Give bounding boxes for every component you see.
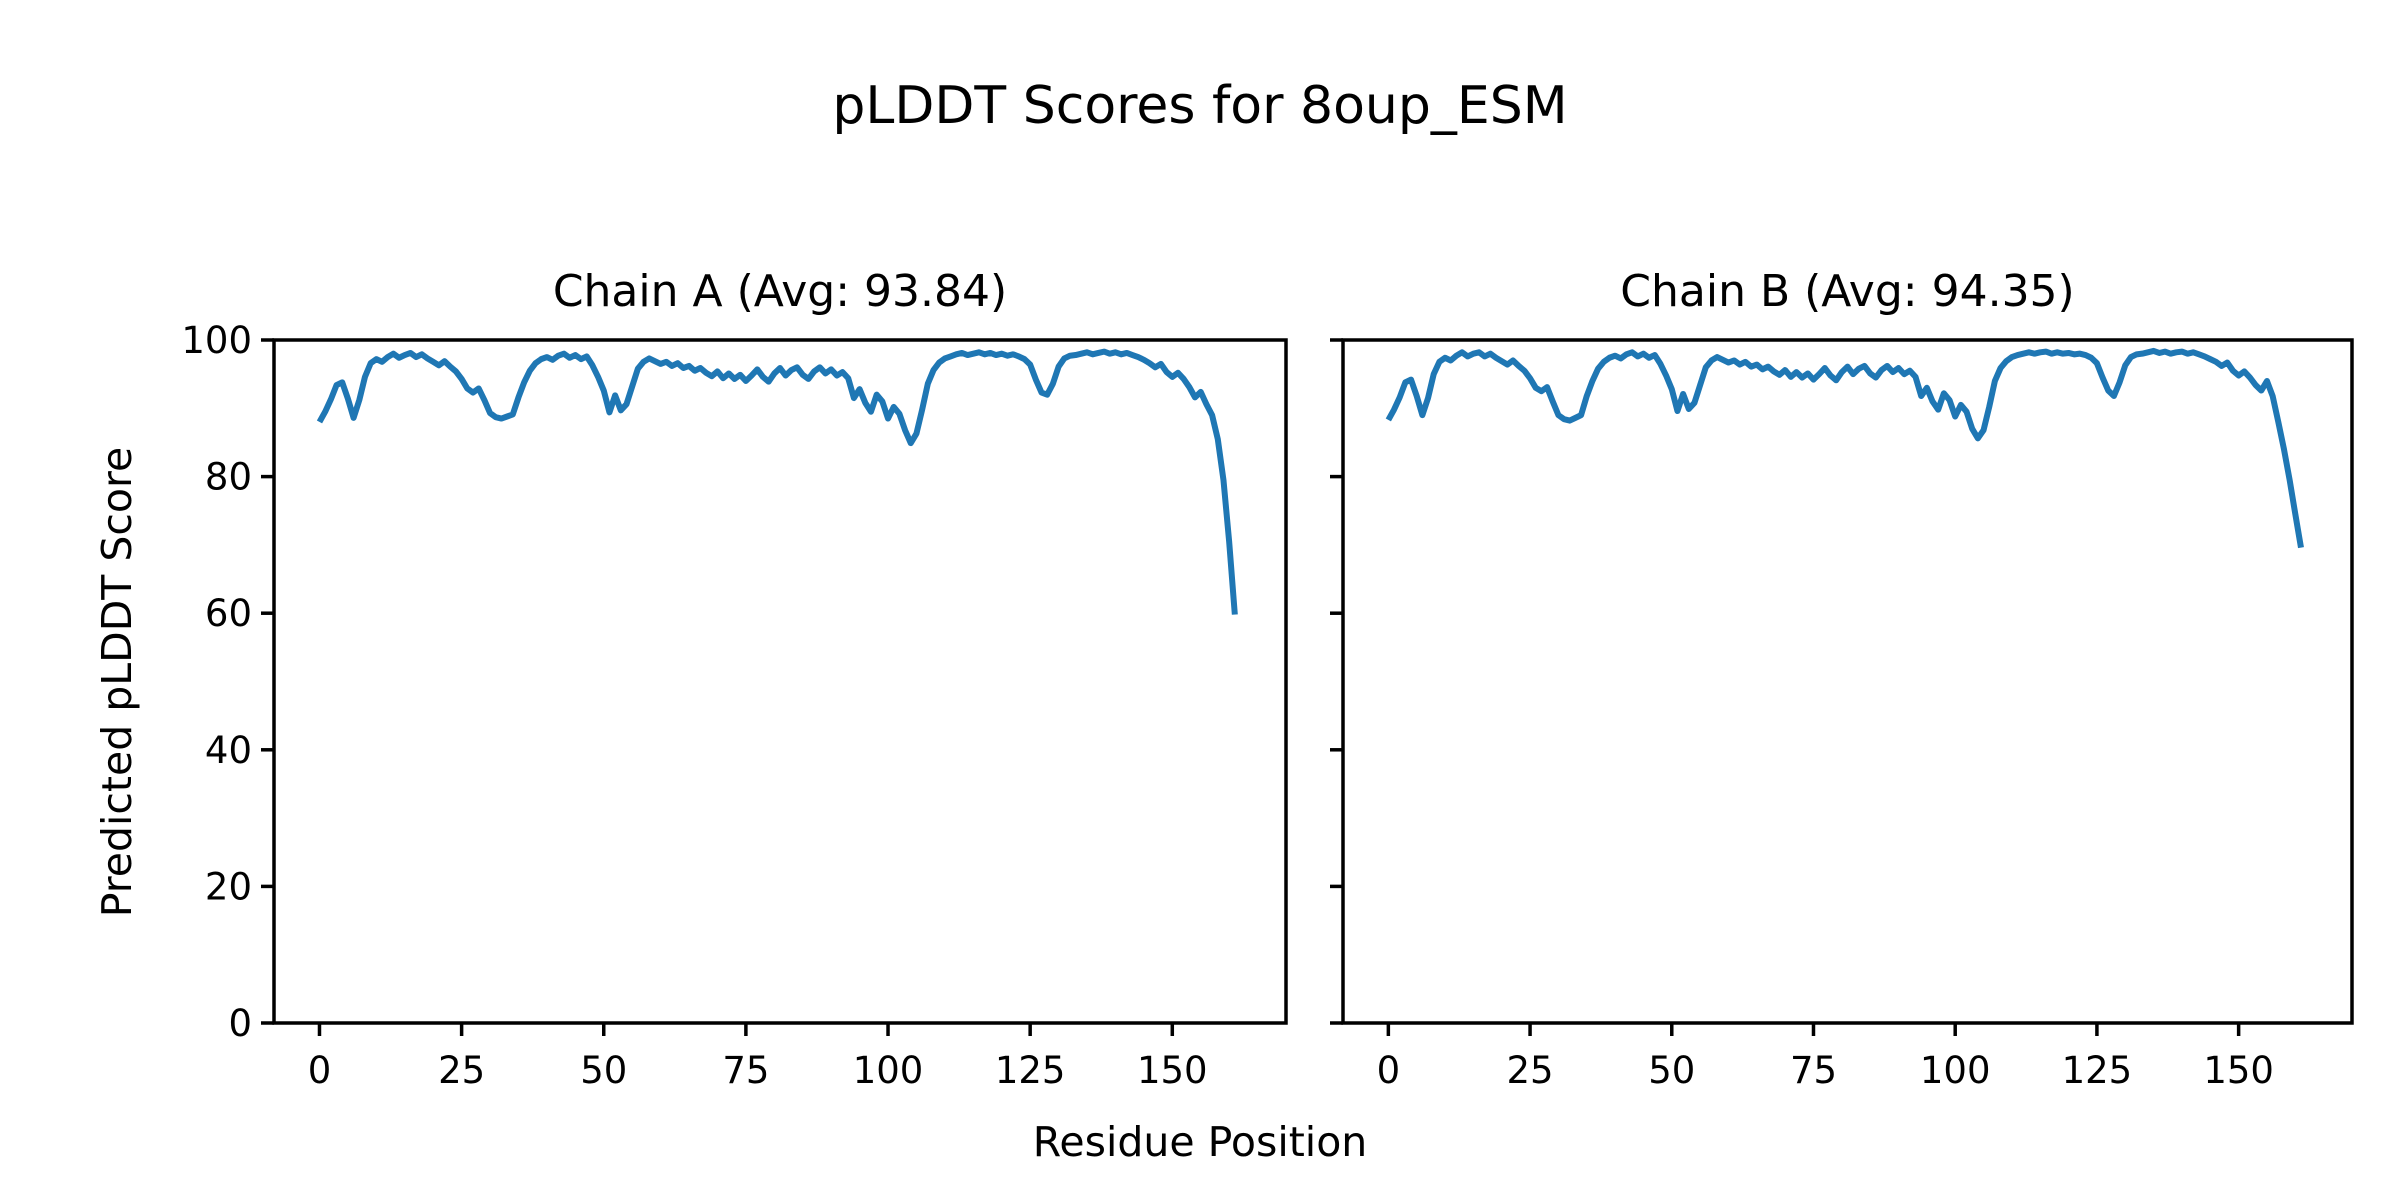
axes-chain-b: 0 25 50 75 100 125 150 [1330,338,2354,1092]
x-tick-label: 50 [580,1049,627,1092]
x-tick-label: 25 [438,1049,485,1092]
x-tick-label: 25 [1507,1049,1554,1092]
y-tick-label: 0 [228,1002,252,1045]
x-tick-label: 125 [2062,1049,2133,1092]
y-tick-label: 100 [181,319,252,362]
plddt-line-chain-a [316,348,1238,615]
x-tick-label: 50 [1648,1049,1695,1092]
axes-chain-a: 0 25 50 75 100 125 150 0 20 40 60 80 100 [181,319,1288,1092]
y-axis-label: Predicted pLDDT Score [93,446,141,918]
x-tick-label: 150 [1137,1049,1208,1092]
chain-a-title: Chain A (Avg: 93.84) [552,266,1008,317]
figure-title: pLDDT Scores for 8oup_ESM [832,76,1568,136]
x-tick-label: 150 [2203,1049,2274,1092]
plddt-line-chain-b [1385,347,2304,549]
x-tick-label: 0 [308,1049,332,1092]
x-tick-label: 75 [1790,1049,1837,1092]
y-tick-label: 40 [205,729,252,772]
axes-spines [272,338,1288,1025]
y-tick-label: 20 [205,865,252,908]
axes-spines [1341,338,2354,1025]
x-tick-label: 125 [995,1049,1066,1092]
y-tick-label: 80 [205,456,252,499]
x-axis-label: Residue Position [1032,1118,1368,1166]
x-tick-label: 75 [722,1049,769,1092]
x-tick-label: 100 [853,1049,924,1092]
x-tick-label: 0 [1377,1049,1401,1092]
x-tick-label: 100 [1920,1049,1991,1092]
y-tick-label: 60 [205,592,252,635]
chain-b-title: Chain B (Avg: 94.35) [1620,266,2075,317]
